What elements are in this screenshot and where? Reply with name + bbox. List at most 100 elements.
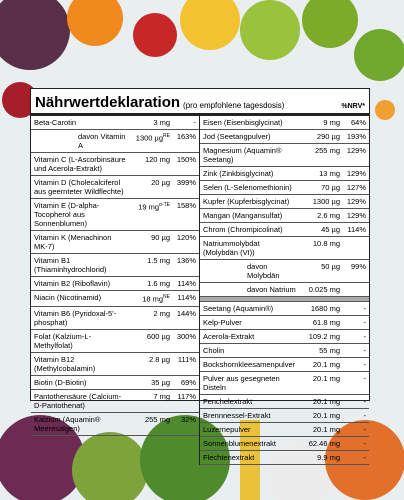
amount-cell: 19 mgα-TE <box>126 201 170 228</box>
amount-cell: 35 µg <box>126 378 170 387</box>
nutrient-name: Vitamin C (L-Ascorbinsäure und Acerola-E… <box>34 155 126 173</box>
table-row: Folat (Kalzium-L-Methylfolat) 600 µg 300% <box>31 330 199 353</box>
nutrient-name: Vitamin B1 (Thiaminhydrochlorid) <box>34 256 107 274</box>
table-row: Vitamin D (Cholecalciferol aus geerntete… <box>31 176 199 199</box>
amount: 7 mg <box>153 391 170 401</box>
table-row: Magnesium (Aquamin® Seetang) 255 mg 129% <box>200 144 369 167</box>
amount-cell: 20.1 mg <box>296 411 340 420</box>
amount: 20.1 mg <box>312 360 340 369</box>
amount-cell: 70 µg <box>296 183 340 192</box>
amount: 13 mg <box>319 169 340 178</box>
nutrient-name: Seetang (Aquamin®) <box>203 304 274 313</box>
unit-superscript: NE <box>163 294 170 300</box>
nutrient-name: davon Vitamin A <box>78 132 126 150</box>
nrv: - <box>363 425 367 434</box>
table-row: Vitamin C (L-Ascorbinsäure und Acerola-E… <box>31 153 199 176</box>
amount-cell: 18 mgNE <box>126 293 170 304</box>
amount-cell: 55 mg <box>296 346 340 355</box>
amount: 9.9 mg <box>317 453 340 462</box>
amount: 62.46 mg <box>308 439 340 448</box>
table-row: Bockshornkleesamenpulver 20.1 mg - <box>200 358 369 372</box>
table-row: davon Vitamin A 1300 µgRE 163% <box>31 130 199 153</box>
nutrient-name: Sonnenblumenextrakt <box>203 439 276 448</box>
table-row: Mangan (Mangansulfat) 2.6 mg 129% <box>200 209 369 223</box>
amount: 109.2 mg <box>308 332 340 341</box>
nutrition-label: Nährwertdeklaration (pro empfohlene tage… <box>30 88 370 465</box>
nrv-label: %NRV* <box>341 103 365 110</box>
nutrient-name: Acerola-Extrakt <box>203 332 255 341</box>
table-row: Eisen (Eisenbisglycinat) 9 mg 64% <box>200 116 369 130</box>
amount: 20.1 mg <box>312 374 340 383</box>
amount-cell: 0.025 mg <box>296 285 340 294</box>
amount: 61.8 mg <box>312 318 340 327</box>
nutrient-name: Mangan (Mangansulfat) <box>203 211 283 220</box>
nrv: - <box>363 397 367 406</box>
amount-cell: 109.2 mg <box>296 332 340 341</box>
amount: 20.1 mg <box>312 411 340 420</box>
nutrient-name: Vitamin B12 (Methylcobalamin) <box>34 354 96 373</box>
nutrient-name: Vitamin K (Menachinon MK-7) <box>34 233 112 251</box>
amount-cell: 50 µg <box>296 262 340 280</box>
nutrient-name: Kalzium (Aquamin® Meeresalgen) <box>34 414 101 433</box>
nrv: 158% <box>176 201 196 210</box>
nrv-empty <box>340 239 366 257</box>
nrv: 127% <box>346 183 366 192</box>
nutrient-name: Folat (Kalzium-L-Methylfolat) <box>34 331 92 350</box>
nutrient-name: Natriummolybdat (Molybdän (VI)) <box>203 239 260 257</box>
amount-cell: 1300 µg <box>296 197 340 206</box>
nrv: 399% <box>176 178 196 187</box>
amount: 120 mg <box>144 155 170 164</box>
amount: 10.8 mg <box>312 239 340 248</box>
table-row: Vitamin B6 (Pyridoxal-5'-phosphat) 2 mg 14… <box>31 307 199 330</box>
amount: 1300 µg <box>312 197 340 206</box>
table-row: Pantothensäure (Calcium-D-Pantothenat) 7 … <box>31 390 199 413</box>
amount: 0.025 mg <box>308 285 340 294</box>
amount-cell: 255 mg <box>126 415 170 433</box>
nrv: - <box>363 360 367 369</box>
nrv: - <box>363 439 367 448</box>
amount-cell: 2 mg <box>126 309 170 327</box>
nutrient-name: Flechtenextrakt <box>203 453 255 462</box>
nrv: 136% <box>176 256 196 265</box>
nutrient-name: Biotin (D-Biotin) <box>34 377 87 387</box>
nutrient-name: Magnesium (Aquamin® Seetang) <box>203 146 282 164</box>
table-row: Jod (Seetangpulver) 290 µg 193% <box>200 130 369 144</box>
nutrient-name: Zink (Zinkbisglycinat) <box>203 169 274 178</box>
table-row: Brennnessel-Extrakt 20.1 mg - <box>200 409 369 423</box>
amount-cell: 2.6 mg <box>296 211 340 220</box>
table-row: Biotin (D-Biotin) 35 µg 69% <box>31 376 199 390</box>
amount: 255 mg <box>144 414 170 424</box>
table-row: Selen (L-Selenomethionin) 70 µg 127% <box>200 181 369 195</box>
nutrient-name: Vitamin E (D-alpha-Tocopherol aus Sonnen… <box>34 201 100 228</box>
nrv: 163% <box>176 132 196 141</box>
nutrient-name: Bockshornkleesamenpulver <box>203 360 296 369</box>
nrv: - <box>363 411 367 420</box>
nutrient-name: Eisen (Eisenbisglycinat) <box>203 118 283 127</box>
nutrient-name: Vitamin D (Cholecalciferol aus geerntete… <box>34 178 124 196</box>
table-row: Zink (Zinkbisglycinat) 13 mg 129% <box>200 167 369 181</box>
right-column: Eisen (Eisenbisglycinat) 9 mg 64% Jod (Seet… <box>200 116 369 465</box>
amount-cell: 20.1 mg <box>296 425 340 434</box>
table-row: Sonnenblumenextrakt 62.46 mg - <box>200 437 369 451</box>
nrv: - <box>363 453 367 462</box>
nrv: - <box>193 118 197 127</box>
amount-cell: 20.1 mg <box>296 360 340 369</box>
section-divider <box>200 297 369 302</box>
nutrient-name: Kelp-Pulver <box>203 318 242 327</box>
nrv-empty <box>340 285 366 294</box>
amount-cell: 9 mg <box>296 118 340 127</box>
amount-cell: 1.6 mg <box>126 279 170 288</box>
nutrient-name: Vitamin B6 (Pyridoxal-5'-phosphat) <box>34 308 117 327</box>
nrv: 111% <box>177 354 196 364</box>
table-row: Vitamin B12 (Methylcobalamin) 2.8 µg 111% <box>31 353 199 376</box>
table-row: Niacin (Nicotinamid) 18 mgNE 114% <box>31 291 199 307</box>
amount-cell: 45 µg <box>296 225 340 234</box>
amount: 90 µg <box>151 233 170 242</box>
nrv: 99% <box>350 262 366 271</box>
table-row: Kupfer (Kupferbisglycinat) 1300 µg 129% <box>200 195 369 209</box>
table-row: Vitamin K (Menachinon MK-7) 90 µg 120% <box>31 231 199 254</box>
nrv: 129% <box>346 146 366 155</box>
label-title: Nährwertdeklaration <box>35 94 181 111</box>
table-row: Cholin 55 mg - <box>200 344 369 358</box>
